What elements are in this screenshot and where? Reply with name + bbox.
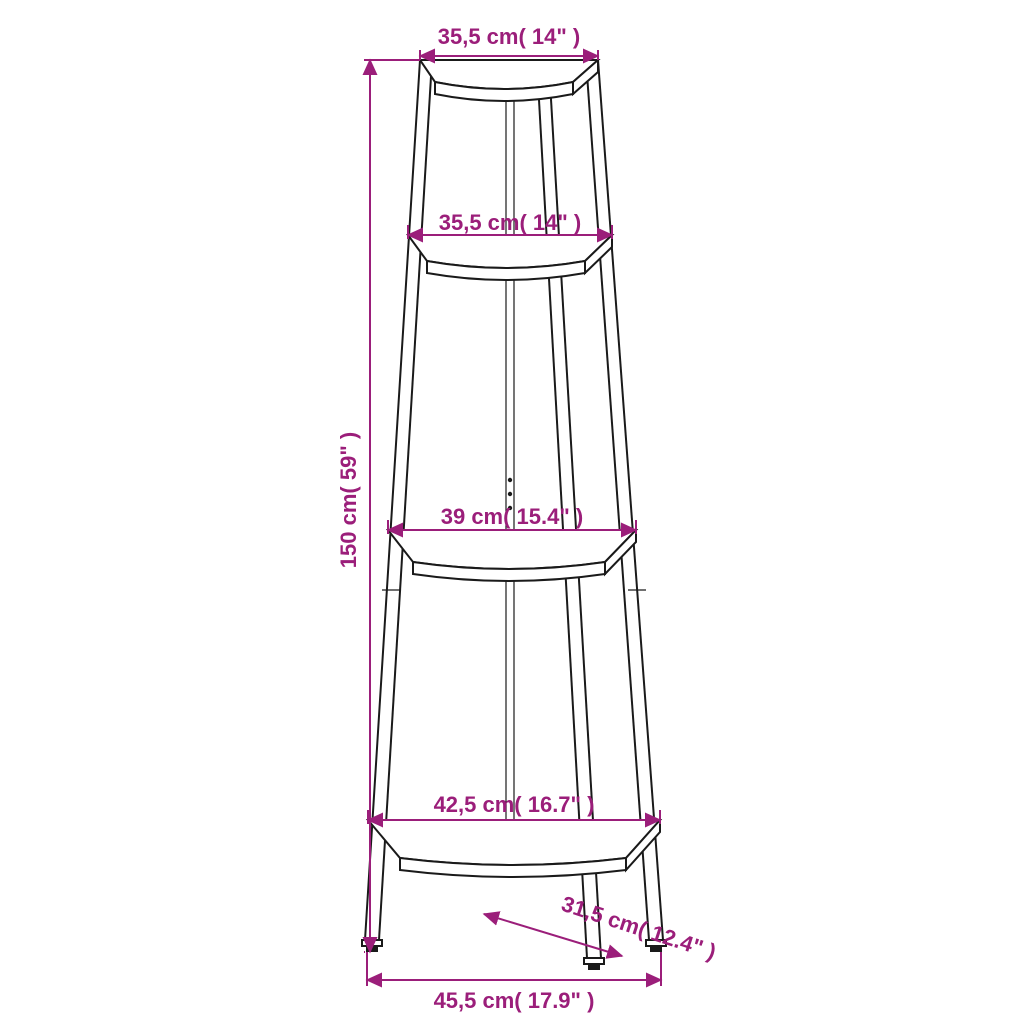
dim-shelf-top-label: 35,5 cm( 14" ) (438, 24, 581, 49)
dim-shelf-4-label: 42,5 cm( 16.7" ) (434, 792, 595, 817)
dim-height-label: 150 cm( 59" ) (336, 432, 361, 568)
dim-base-depth-label: 31,5 cm( 12.4" ) (558, 891, 719, 964)
dim-shelf-2-label: 35,5 cm( 14" ) (439, 210, 582, 235)
dim-shelf-3-label: 39 cm( 15.4" ) (441, 504, 584, 529)
dim-base-width-label: 45,5 cm( 17.9" ) (434, 988, 595, 1013)
